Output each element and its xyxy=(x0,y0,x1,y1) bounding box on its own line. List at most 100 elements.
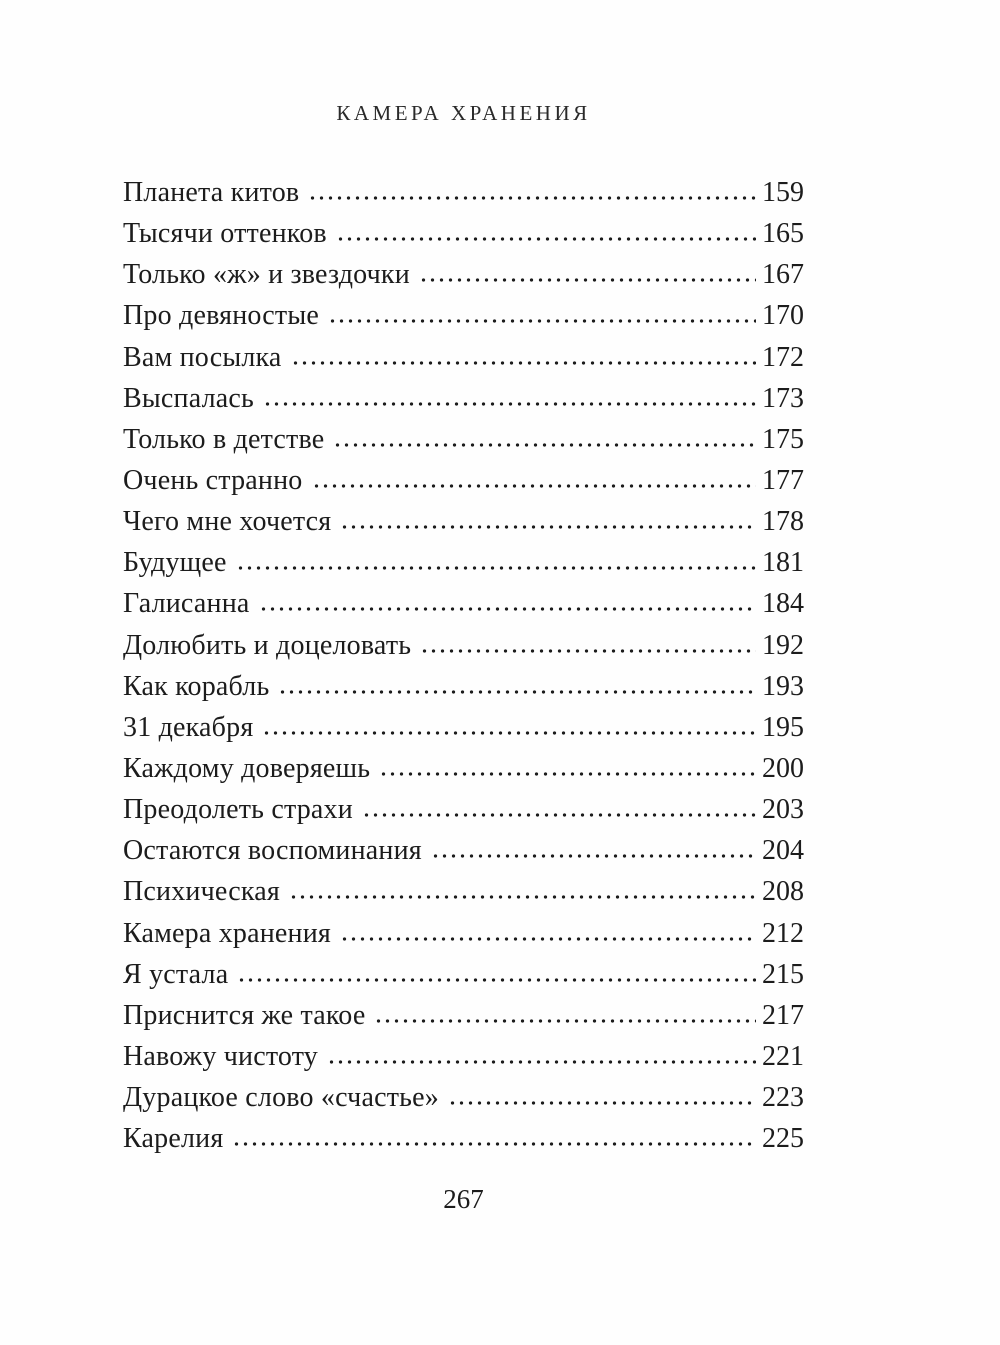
toc-entry-page: 173 xyxy=(762,382,804,414)
toc-entry: Тысячи оттенков 165 xyxy=(123,214,804,255)
toc-entry-page: 225 xyxy=(762,1123,804,1155)
toc-entry: Психическая 208 xyxy=(123,872,804,913)
toc-entry-page: 208 xyxy=(762,876,804,908)
toc-entry-page: 181 xyxy=(762,547,804,579)
folio-page-number: 267 xyxy=(443,1184,484,1214)
toc-entry-title: Будущее xyxy=(123,547,227,579)
toc-entry: 31 декабря 195 xyxy=(123,707,804,749)
toc-entry: Приснится же такое 217 xyxy=(123,995,804,1037)
toc-entry-title: Дурацкое слово «счастье» xyxy=(123,1082,439,1114)
toc-entry: Очень странно 177 xyxy=(123,460,804,502)
toc-entry: Про девяностые 170 xyxy=(123,296,804,337)
toc-entry: Карелия 225 xyxy=(123,1119,804,1160)
toc-entry-title: Психическая xyxy=(123,876,280,908)
toc-entry-page: 178 xyxy=(762,506,804,538)
toc-entry-page: 172 xyxy=(762,341,804,373)
toc-dot-leader xyxy=(235,954,756,983)
toc-dot-leader xyxy=(260,707,756,736)
toc-entry-page: 203 xyxy=(762,794,804,826)
toc-entry-page: 215 xyxy=(762,958,804,990)
toc-dot-leader xyxy=(276,666,756,695)
toc-list: Планета китов 159 Тысячи оттенков 165 То… xyxy=(123,173,804,1160)
toc-entry-page: 175 xyxy=(762,423,804,455)
toc-entry-title: Приснится же такое xyxy=(123,999,366,1031)
toc-entry-title: Очень странно xyxy=(123,464,303,496)
toc-entry-title: Галисанна xyxy=(123,588,250,620)
toc-dot-leader xyxy=(333,214,756,243)
toc-entry: Дурацкое слово «счастье» 223 xyxy=(123,1078,804,1119)
toc-entry-title: Про девяностые xyxy=(123,300,320,332)
toc-entry-page: 204 xyxy=(762,835,804,867)
toc-entry-title: Каждому доверяешь xyxy=(123,752,371,784)
toc-entry: Каждому доверяешь 200 xyxy=(123,748,804,790)
toc-entry: Галисанна 184 xyxy=(123,584,804,625)
toc-entry: Долюбить и доцеловать 192 xyxy=(123,625,804,667)
toc-entry-title: Долюбить и доцеловать xyxy=(123,629,412,661)
toc-dot-leader xyxy=(286,872,756,901)
toc-entry-page: 159 xyxy=(762,177,804,208)
toc-entry-page: 223 xyxy=(762,1082,804,1114)
toc-entry: Будущее 181 xyxy=(123,543,804,584)
toc-dot-leader xyxy=(331,419,756,448)
toc-dot-leader xyxy=(326,296,756,325)
toc-entry-title: 31 декабря xyxy=(123,711,254,743)
running-head-title: КАМЕРА ХРАНЕНИЯ xyxy=(336,101,591,125)
toc-entry: Вам посылка 172 xyxy=(123,337,804,379)
toc-dot-leader xyxy=(377,748,756,777)
toc-entry-title: Только «ж» и звездочки xyxy=(123,259,410,291)
toc-entry-page: 177 xyxy=(762,464,804,496)
toc-dot-leader xyxy=(338,502,756,531)
toc-entry-title: Тысячи оттенков xyxy=(123,218,327,250)
toc-dot-leader xyxy=(445,1078,756,1107)
toc-dot-leader xyxy=(416,255,756,284)
toc-dot-leader xyxy=(230,1119,756,1148)
toc-entry-page: 167 xyxy=(762,259,804,291)
toc-dot-leader xyxy=(325,1036,756,1065)
toc-entry: Планета китов 159 xyxy=(123,173,804,214)
toc-entry-title: Выспалась xyxy=(123,382,254,414)
toc-entry: Я устала 215 xyxy=(123,954,804,996)
toc-dot-leader xyxy=(233,543,756,572)
toc-entry-page: 200 xyxy=(762,752,804,784)
toc-entry-page: 212 xyxy=(762,917,804,949)
toc-entry-title: Как корабль xyxy=(123,670,270,702)
toc-entry-title: Я устала xyxy=(123,958,229,990)
toc-dot-leader xyxy=(338,913,756,942)
toc-entry-page: 165 xyxy=(762,218,804,250)
toc-entry-title: Планета китов xyxy=(123,177,300,208)
toc-entry-title: Только в детстве xyxy=(123,423,325,455)
toc-entry: Камера хранения 212 xyxy=(123,913,804,955)
toc-dot-leader xyxy=(288,337,756,366)
toc-entry-page: 217 xyxy=(762,999,804,1031)
toc-entry-page: 195 xyxy=(762,711,804,743)
toc-entry-title: Преодолеть страхи xyxy=(123,794,353,826)
toc-dot-leader xyxy=(372,995,756,1024)
toc-entry-title: Остаются воспоминания xyxy=(123,835,422,867)
toc-entry: Как корабль 193 xyxy=(123,666,804,708)
toc-entry: Только «ж» и звездочки 167 xyxy=(123,255,804,296)
toc-entry: Остаются воспоминания 204 xyxy=(123,831,804,872)
toc-dot-leader xyxy=(359,790,756,819)
toc-entry: Чего мне хочется 178 xyxy=(123,502,804,543)
toc-dot-leader xyxy=(260,378,756,407)
toc-dot-leader xyxy=(256,584,756,613)
toc-entry-page: 221 xyxy=(762,1040,804,1072)
toc-dot-leader xyxy=(418,625,756,654)
toc-entry-page: 193 xyxy=(762,670,804,702)
toc-entry-title: Камера хранения xyxy=(123,917,331,949)
toc-entry-title: Карелия xyxy=(123,1123,224,1155)
toc-entry: Выспалась 173 xyxy=(123,378,804,420)
toc-entry-page: 184 xyxy=(762,588,804,620)
toc-dot-leader xyxy=(306,173,756,201)
toc-dot-leader xyxy=(309,460,756,489)
toc-entry-title: Вам посылка xyxy=(123,341,282,373)
toc-entry-page: 170 xyxy=(762,300,804,332)
toc-entry: Навожу чистоту 221 xyxy=(123,1036,804,1078)
toc-entry: Только в детстве 175 xyxy=(123,419,804,461)
toc-dot-leader xyxy=(428,831,756,860)
toc-entry-title: Навожу чистоту xyxy=(123,1040,318,1072)
toc-entry-title: Чего мне хочется xyxy=(123,506,332,538)
toc-entry: Преодолеть страхи 203 xyxy=(123,790,804,831)
toc-entry-page: 192 xyxy=(762,629,804,661)
